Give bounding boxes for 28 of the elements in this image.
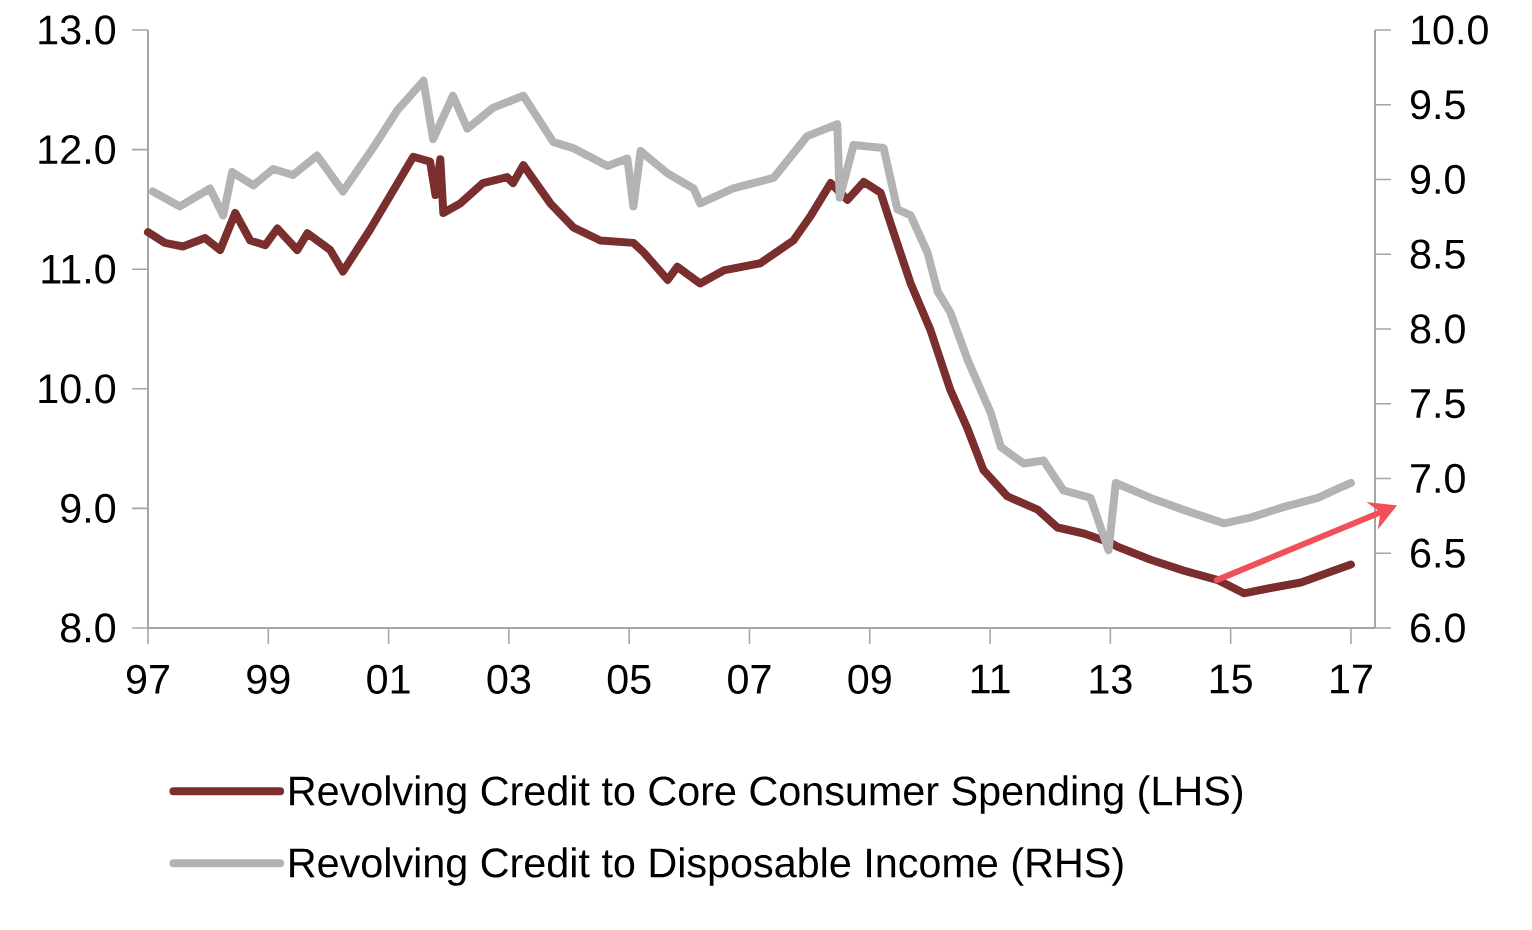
y-tick-label: 8.0 bbox=[61, 613, 116, 643]
y2-tick-label: 8.0 bbox=[1410, 314, 1465, 344]
y2-tick-label: 6.0 bbox=[1411, 613, 1465, 643]
y2-tick-label: 8.5 bbox=[1410, 239, 1465, 269]
y-tick-label: 9.0 bbox=[61, 493, 116, 524]
y2-tick-label: 9.5 bbox=[1410, 90, 1465, 120]
x-tick-label: 01 bbox=[367, 664, 410, 694]
x-tick-label: 97 bbox=[126, 664, 169, 694]
x-tick-label: 17 bbox=[1331, 664, 1372, 694]
x-tick-label: 09 bbox=[848, 664, 891, 694]
x-tick-label: 03 bbox=[487, 664, 531, 694]
y2-tick-label: 9.0 bbox=[1410, 164, 1465, 195]
y-tick-label: 11.0 bbox=[42, 254, 116, 284]
y2-tick-label: 6.5 bbox=[1411, 538, 1465, 568]
legend-label: Revolving Credit to Disposable Income (RHS) bbox=[290, 847, 1123, 886]
y2-tick-label: 7.5 bbox=[1411, 389, 1465, 419]
y2-tick-label: 7.0 bbox=[1411, 463, 1465, 494]
x-tick-label: 13 bbox=[1090, 664, 1132, 694]
x-tick-label: 07 bbox=[728, 664, 771, 694]
legend-label: Revolving Credit to Core Consumer Spending (LHS) bbox=[290, 775, 1242, 814]
y2-tick-label: 10.0 bbox=[1412, 15, 1488, 45]
y-tick-label: 12.0 bbox=[39, 134, 116, 165]
x-tick-label: 15 bbox=[1210, 664, 1252, 694]
x-tick-label: 99 bbox=[247, 664, 290, 694]
y-tick-label: 13.0 bbox=[39, 15, 116, 45]
y-tick-label: 10.0 bbox=[39, 374, 116, 404]
x-tick-label: 11 bbox=[971, 664, 1010, 694]
x-tick-label: 05 bbox=[607, 664, 651, 694]
